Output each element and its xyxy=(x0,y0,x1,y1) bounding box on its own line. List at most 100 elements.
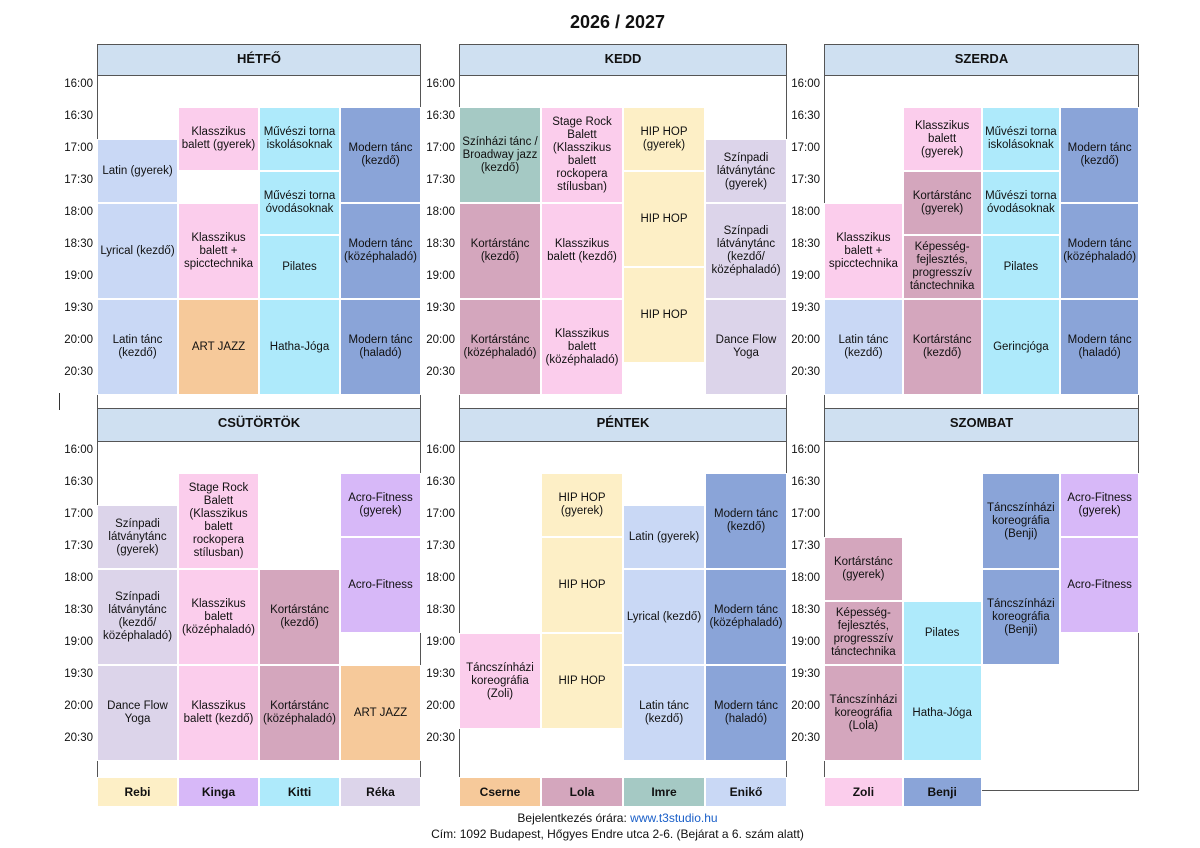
time-label: 19:30 xyxy=(791,302,820,314)
class-slot: Pilates xyxy=(902,601,982,665)
day-header: SZOMBAT xyxy=(824,408,1139,442)
class-slot: ART JAZZ xyxy=(178,299,259,395)
class-slot: Táncszínházi koreográfia (Benji) xyxy=(981,473,1061,569)
class-slot: Modern tánc (haladó) xyxy=(340,299,421,395)
time-label: 16:30 xyxy=(426,476,455,488)
time-label: 16:30 xyxy=(64,110,93,122)
class-slot: HIP HOP (gyerek) xyxy=(541,473,623,537)
time-label: 16:30 xyxy=(791,476,820,488)
legend-item: Benji xyxy=(902,777,982,807)
time-label: 20:00 xyxy=(791,700,820,712)
class-slot: ART JAZZ xyxy=(340,665,421,761)
time-label: 20:00 xyxy=(64,700,93,712)
class-slot: HIP HOP xyxy=(623,171,705,267)
class-slot: Latin (gyerek) xyxy=(97,139,178,203)
time-label: 16:30 xyxy=(426,110,455,122)
time-label: 16:00 xyxy=(64,444,93,456)
class-slot: Dance Flow Yoga xyxy=(705,299,787,395)
time-label: 20:00 xyxy=(64,334,93,346)
legend-item: Enikő xyxy=(705,777,787,807)
time-label: 17:30 xyxy=(64,540,93,552)
class-slot: Pilates xyxy=(259,235,340,299)
time-label: 16:30 xyxy=(791,110,820,122)
time-label: 20:00 xyxy=(426,334,455,346)
day-header: HÉTFŐ xyxy=(97,44,421,76)
time-label: 18:30 xyxy=(426,604,455,616)
time-label: 19:30 xyxy=(791,668,820,680)
time-label: 16:00 xyxy=(791,78,820,90)
time-label: 18:00 xyxy=(64,572,93,584)
class-slot: Modern tánc (középhaladó) xyxy=(340,203,421,299)
class-slot: Kortárstánc (kezdő) xyxy=(459,203,541,299)
class-slot: Pilates xyxy=(981,235,1061,299)
class-slot: Hatha-Jóga xyxy=(902,665,982,761)
legend-item: Kitti xyxy=(259,777,340,807)
class-slot: Színpadi látványtánc (gyerek) xyxy=(97,505,178,569)
class-slot: Színpadi látványtánc (gyerek) xyxy=(705,139,787,203)
class-slot: Modern tánc (kezdő) xyxy=(1060,107,1139,203)
class-slot: Gerincjóga xyxy=(981,299,1061,395)
class-slot: Latin tánc (kezdő) xyxy=(623,665,705,761)
legend-item: Réka xyxy=(340,777,421,807)
class-slot: Modern tánc (kezdő) xyxy=(705,473,787,569)
class-slot: Kortárstánc (kezdő) xyxy=(259,569,340,665)
class-slot: Színpadi látványtánc (kezdő/ középhaladó… xyxy=(705,203,787,299)
class-slot: HIP HOP (gyerek) xyxy=(623,107,705,171)
time-label: 18:30 xyxy=(791,238,820,250)
time-label: 17:30 xyxy=(426,540,455,552)
time-label: 16:30 xyxy=(64,476,93,488)
class-slot: Lyrical (kezdő) xyxy=(97,203,178,299)
time-label: 20:30 xyxy=(426,366,455,378)
time-label: 19:00 xyxy=(426,636,455,648)
class-slot: Stage Rock Balett (Klasszikus balett roc… xyxy=(541,107,623,203)
day-header: KEDD xyxy=(459,44,787,76)
class-slot: Táncszínházi koreográfia (Benji) xyxy=(981,569,1061,665)
class-slot: Kortárstánc (kezdő) xyxy=(902,299,982,395)
time-label: 20:00 xyxy=(426,700,455,712)
time-label: 16:00 xyxy=(64,78,93,90)
time-label: 17:30 xyxy=(426,174,455,186)
time-label: 18:00 xyxy=(426,206,455,218)
time-label: 19:30 xyxy=(426,302,455,314)
legend-item: Zoli xyxy=(824,777,903,807)
time-label: 20:30 xyxy=(791,366,820,378)
time-label: 18:00 xyxy=(791,206,820,218)
time-label: 17:30 xyxy=(64,174,93,186)
day-header: PÉNTEK xyxy=(459,408,787,442)
class-slot: Klasszikus balett (gyerek) xyxy=(178,107,259,171)
class-slot: Színházi tánc / Broadway jazz (kezdő) xyxy=(459,107,541,203)
class-slot: Kortárstánc (középhaladó) xyxy=(259,665,340,761)
time-label: 19:30 xyxy=(64,302,93,314)
class-slot: Acro-Fitness (gyerek) xyxy=(340,473,421,537)
time-label: 18:00 xyxy=(426,572,455,584)
legend-item: Imre xyxy=(623,777,705,807)
time-label: 18:30 xyxy=(791,604,820,616)
time-label: 19:30 xyxy=(64,668,93,680)
class-slot: Művészi torna óvodásoknak xyxy=(981,171,1061,235)
time-label: 17:00 xyxy=(791,508,820,520)
class-slot: Latin tánc (kezdő) xyxy=(824,299,903,395)
time-label: 19:00 xyxy=(791,636,820,648)
class-slot: Dance Flow Yoga xyxy=(97,665,178,761)
class-slot: Latin tánc (kezdő) xyxy=(97,299,178,395)
class-slot: Acro-Fitness xyxy=(340,537,421,633)
class-slot: Modern tánc (haladó) xyxy=(705,665,787,761)
class-slot: Klasszikus balett (középhaladó) xyxy=(541,299,623,395)
class-slot: HIP HOP xyxy=(623,267,705,363)
class-slot: Művészi torna iskolásoknak xyxy=(259,107,340,171)
time-label: 17:00 xyxy=(64,508,93,520)
class-slot: Hatha-Jóga xyxy=(259,299,340,395)
time-label: 17:30 xyxy=(791,540,820,552)
signup-line: Bejelentkezés órára: www.t3studio.hu xyxy=(0,811,1200,825)
time-label: 18:30 xyxy=(426,238,455,250)
signup-label: Bejelentkezés órára: xyxy=(517,811,627,825)
time-label: 17:30 xyxy=(791,174,820,186)
class-slot: Klasszikus balett + spicctechnika xyxy=(824,203,903,299)
day-header: SZERDA xyxy=(824,44,1139,76)
legend-item: Lola xyxy=(541,777,623,807)
legend-item: Cserne xyxy=(459,777,541,807)
time-label: 19:00 xyxy=(64,270,93,282)
signup-link[interactable]: www.t3studio.hu xyxy=(630,811,718,825)
class-slot: Klasszikus balett (kezdő) xyxy=(541,203,623,299)
